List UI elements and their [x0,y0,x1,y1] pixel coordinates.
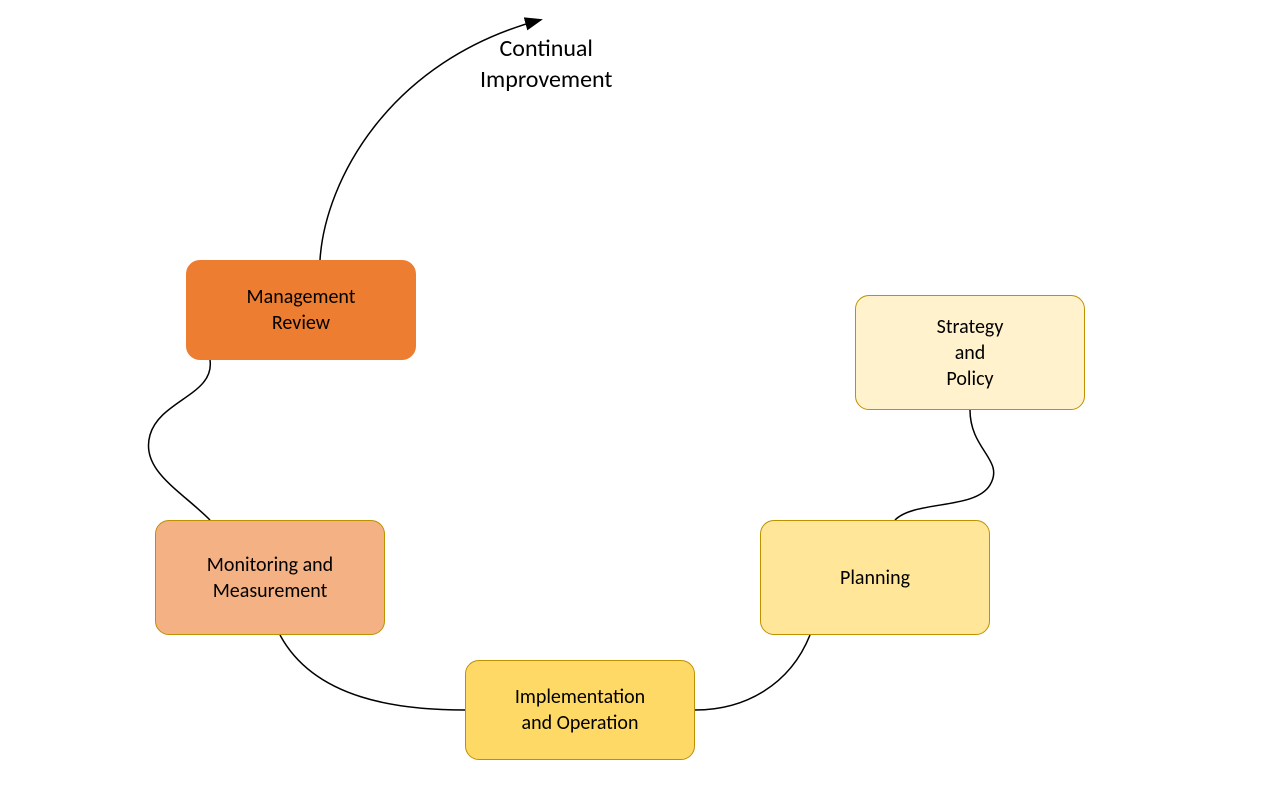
node-label: Strategy and Policy [937,314,1004,392]
node-label: Implementation and Operation [515,684,645,736]
edge-strategy-planning [895,410,994,520]
annotation-text: Continual Improvement [480,34,612,94]
node-label: Planning [840,565,910,591]
node-strategy: Strategy and Policy [855,295,1085,410]
node-monitoring: Monitoring and Measurement [155,520,385,635]
node-planning: Planning [760,520,990,635]
edge-implementation-monitoring [280,635,465,710]
edge-planning-implementation [695,635,810,710]
node-review: Management Review [186,260,416,360]
node-label: Monitoring and Measurement [207,552,333,604]
edge-monitoring-review [148,360,210,520]
node-label: Management Review [247,284,356,336]
node-implementation: Implementation and Operation [465,660,695,760]
continual-improvement-label: Continual Improvement [480,33,612,95]
